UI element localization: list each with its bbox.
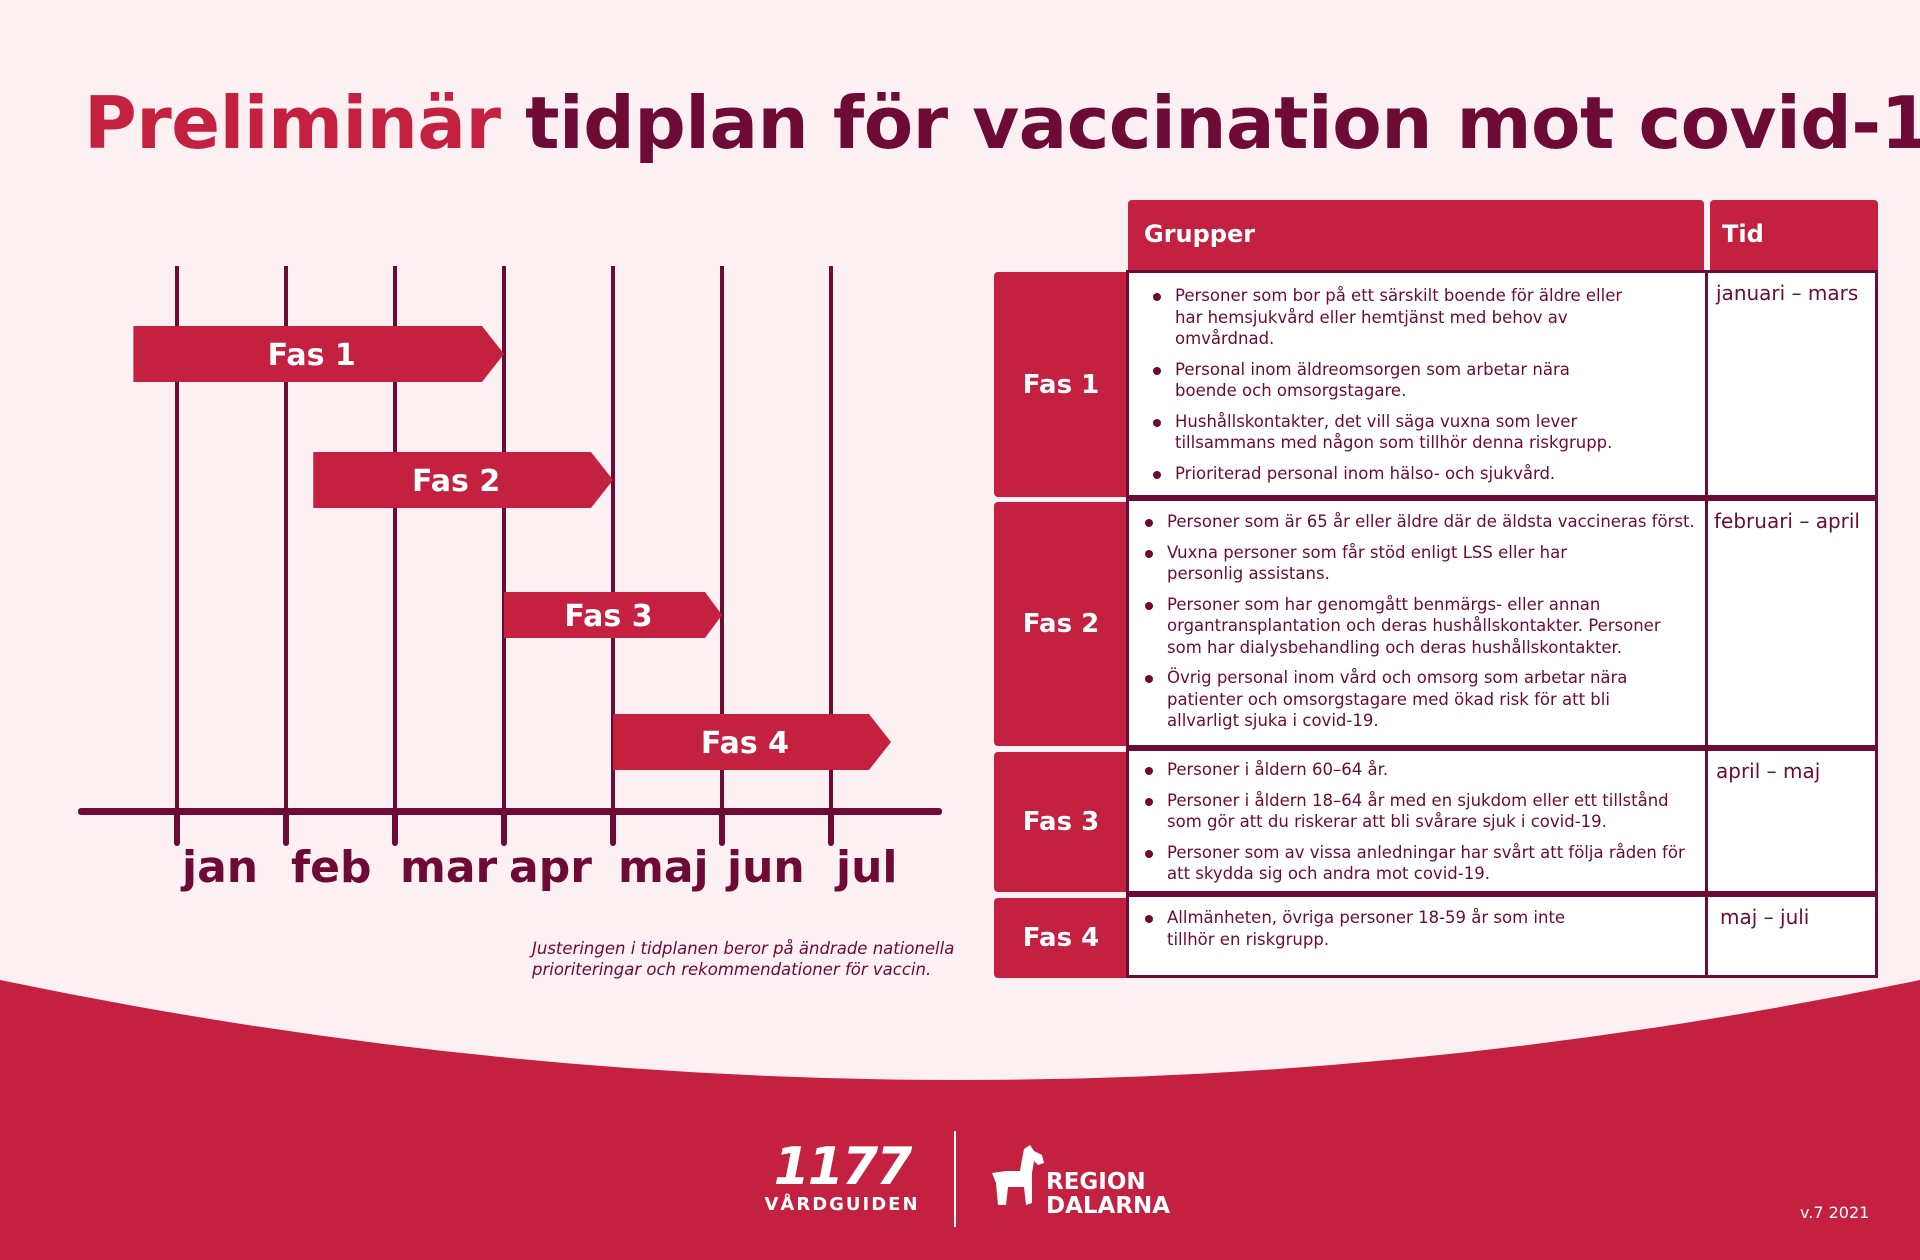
timeline-grid — [175, 266, 833, 814]
time-cell-1: januari – mars — [1705, 270, 1878, 498]
logo-1177: 1177 VÅRDGUIDEN — [758, 1140, 926, 1215]
month-gridline — [720, 266, 724, 814]
group-item: Personer som bor på ett särskilt boende … — [1153, 285, 1625, 350]
phase-bar — [133, 326, 504, 382]
phase-bar-label: Fas 4 — [701, 726, 789, 761]
month-gridline — [502, 266, 506, 814]
month-gridline — [829, 266, 833, 814]
phase-cell-4: Fas 4 — [994, 898, 1128, 978]
group-item: Prioriterad personal inom hälso- och sju… — [1153, 463, 1625, 485]
group-item: Personer i åldern 18–64 år med en sjukdo… — [1145, 790, 1697, 833]
timeline-months: jan feb mar apr maj jun jul — [180, 842, 898, 893]
group-item: Personer som av vissa anledningar har sv… — [1145, 842, 1697, 885]
group-item: Hushållskontakter, det vill säga vuxna s… — [1153, 411, 1625, 454]
page-title: Preliminär tidplan för vaccination mot c… — [84, 78, 1920, 168]
group-item: Personer i åldern 60–64 år. — [1145, 759, 1697, 781]
region-line-2: DALARNA — [1046, 1193, 1171, 1219]
group-item: Allmänheten, övriga personer 18-59 år so… — [1145, 907, 1607, 950]
month-tick — [610, 810, 616, 846]
month-tick — [719, 810, 725, 846]
title-accent: Preliminär — [84, 81, 501, 165]
month-tick — [174, 810, 180, 846]
logo-1177-text: VÅRDGUIDEN — [764, 1194, 920, 1215]
group-item: Personer som har genomgått benmärgs- ell… — [1145, 594, 1687, 659]
logo-1177-number: 1177 — [773, 1137, 913, 1197]
dalahorse-icon — [992, 1145, 1044, 1205]
month-tick — [283, 810, 289, 846]
month-label: mar — [400, 842, 498, 893]
phase-cell-3: Fas 3 — [994, 752, 1128, 892]
month-label: jun — [725, 842, 805, 893]
time-text-1: januari – mars — [1716, 281, 1859, 305]
phase-cell-2: Fas 2 — [994, 502, 1128, 746]
groups-cell-1: Personer som bor på ett särskilt boende … — [1126, 270, 1708, 498]
time-cell-2: februari – april — [1705, 498, 1878, 748]
month-label: feb — [291, 842, 371, 893]
month-gridline — [611, 266, 615, 814]
footnote: Justeringen i tidplanen beror på ändrade… — [532, 939, 955, 979]
phase-cell-1: Fas 1 — [994, 272, 1128, 497]
phase-bar-label: Fas 2 — [412, 464, 500, 499]
time-cell-4: maj – juli — [1705, 894, 1878, 978]
header-time: Tid — [1710, 200, 1878, 270]
month-tick — [392, 810, 398, 846]
timeline-bars: Fas 1 Fas 2 Fas 3 Fas 4 — [133, 326, 891, 770]
month-label: maj — [618, 842, 709, 893]
time-cell-3: april – maj — [1705, 748, 1878, 894]
time-text-2: februari – april — [1714, 509, 1860, 533]
month-label: jan — [180, 842, 258, 893]
groups-cell-2: Personer som är 65 år eller äldre där de… — [1126, 498, 1708, 748]
header-groups: Grupper — [1128, 200, 1704, 270]
month-tick — [501, 810, 507, 846]
logo-divider — [954, 1131, 956, 1227]
month-gridline — [175, 266, 179, 814]
time-text-4: maj – juli — [1720, 905, 1810, 929]
region-line-1: REGION — [1046, 1169, 1146, 1195]
month-gridline — [393, 266, 397, 814]
phase-bar — [613, 714, 891, 770]
timeline-axis — [78, 808, 942, 815]
groups-cell-3: Personer i åldern 60–64 år. Personer i å… — [1126, 748, 1708, 894]
timeline-chart: Fas 1 Fas 2 Fas 3 Fas 4 jan feb mar apr maj jun j… — [78, 266, 942, 893]
title-rest: tidplan för vaccination mot covid-19 — [500, 81, 1920, 165]
group-item: Vuxna personer som får stöd enligt LSS e… — [1145, 542, 1597, 585]
logo-region-dalarna: REGION DALARNA — [1046, 1170, 1170, 1218]
group-item: Övrig personal inom vård och omsorg som … — [1145, 667, 1657, 732]
month-label: apr — [509, 842, 592, 893]
phase-bar — [504, 592, 722, 638]
group-item: Personer som är 65 år eller äldre där de… — [1145, 511, 1697, 533]
version-label: v.7 2021 — [1800, 1203, 1870, 1222]
group-item: Personal inom äldreomsorgen som arbetar … — [1153, 359, 1625, 402]
month-label: jul — [834, 842, 898, 893]
phase-bar-label: Fas 3 — [564, 599, 652, 634]
phase-bar — [313, 452, 613, 508]
month-gridline — [284, 266, 288, 814]
time-text-3: april – maj — [1716, 759, 1821, 783]
groups-cell-4: Allmänheten, övriga personer 18-59 år so… — [1126, 894, 1708, 978]
phase-bar-label: Fas 1 — [268, 338, 356, 373]
month-tick — [828, 810, 834, 846]
timeline-ticks — [174, 810, 834, 846]
